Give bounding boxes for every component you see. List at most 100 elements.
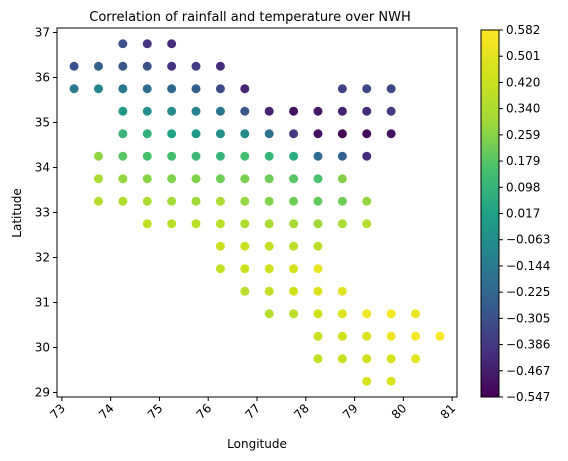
x-axis-label: Longitude: [227, 437, 287, 451]
data-point: [118, 129, 128, 139]
data-point: [313, 309, 323, 319]
data-point: [69, 84, 79, 94]
data-point: [240, 264, 250, 274]
colorbar-tick-label: 0.259: [506, 128, 540, 142]
data-point: [142, 196, 152, 206]
data-point: [289, 106, 299, 116]
data-point: [191, 219, 201, 229]
data-point: [313, 106, 323, 116]
plot-area-frame: [56, 27, 458, 398]
data-point: [289, 196, 299, 206]
data-point: [191, 84, 201, 94]
data-point: [167, 39, 177, 49]
data-point: [118, 106, 128, 116]
data-point: [118, 84, 128, 94]
data-point: [313, 331, 323, 341]
data-point: [142, 106, 152, 116]
data-point: [289, 241, 299, 251]
y-tick-label: 35: [35, 116, 50, 130]
data-point: [264, 151, 274, 161]
data-point: [167, 84, 177, 94]
colorbar-tick-label: −0.063: [506, 233, 550, 247]
y-axis-label: Latitude: [10, 188, 24, 237]
data-point: [386, 376, 396, 386]
data-point: [362, 151, 372, 161]
colorbar-ticks: 0.582 0.501 0.420 0.340 0.259 0.179 0.098 0.017…: [499, 23, 550, 404]
x-tick-label: 78: [291, 401, 312, 422]
data-point: [191, 174, 201, 184]
data-point: [167, 61, 177, 71]
data-point: [337, 354, 347, 364]
colorbar-tick-label: 0.501: [506, 49, 540, 63]
x-tick-label: 75: [145, 401, 166, 422]
data-point: [240, 196, 250, 206]
data-point: [337, 286, 347, 296]
data-point: [142, 84, 152, 94]
scatter-points: [69, 39, 445, 386]
data-point: [215, 219, 225, 229]
data-point: [337, 174, 347, 184]
data-point: [93, 196, 103, 206]
data-point: [411, 309, 421, 319]
data-point: [118, 196, 128, 206]
data-point: [93, 84, 103, 94]
data-point: [118, 39, 128, 49]
data-point: [362, 129, 372, 139]
data-point: [93, 61, 103, 71]
data-point: [118, 61, 128, 71]
colorbar-tick-label: 0.179: [506, 154, 540, 168]
x-tick-label: 81: [438, 401, 459, 422]
data-point: [215, 264, 225, 274]
x-tick-label: 74: [96, 401, 117, 422]
data-point: [313, 286, 323, 296]
data-point: [215, 129, 225, 139]
colorbar-tick-label: 0.582: [506, 23, 540, 37]
data-point: [191, 61, 201, 71]
data-point: [386, 129, 396, 139]
data-point: [264, 129, 274, 139]
colorbar-tick-label: −0.467: [506, 364, 550, 378]
chart-title: Correlation of rainfall and temperature …: [89, 10, 410, 25]
data-point: [215, 84, 225, 94]
x-tick-label: 77: [242, 401, 263, 422]
data-point: [337, 309, 347, 319]
data-point: [264, 219, 274, 229]
data-point: [240, 241, 250, 251]
data-point: [289, 174, 299, 184]
data-point: [118, 151, 128, 161]
data-point: [337, 151, 347, 161]
colorbar-tick-label: 0.017: [506, 207, 540, 221]
data-point: [191, 196, 201, 206]
colorbar: [480, 29, 500, 398]
data-point: [313, 151, 323, 161]
data-point: [118, 174, 128, 184]
data-point: [167, 174, 177, 184]
data-point: [240, 219, 250, 229]
data-point: [215, 196, 225, 206]
data-point: [191, 151, 201, 161]
data-point: [337, 219, 347, 229]
colorbar-tick-label: −0.305: [506, 311, 550, 325]
data-point: [362, 84, 372, 94]
colorbar-tick-label: 0.340: [506, 102, 540, 116]
data-point: [167, 219, 177, 229]
data-point: [167, 151, 177, 161]
x-tick-label: 80: [389, 401, 410, 422]
data-point: [337, 106, 347, 116]
data-point: [167, 196, 177, 206]
data-point: [289, 129, 299, 139]
data-point: [240, 151, 250, 161]
data-point: [240, 106, 250, 116]
data-point: [264, 264, 274, 274]
data-point: [264, 106, 274, 116]
data-point: [93, 174, 103, 184]
colorbar-tick-label: −0.547: [506, 390, 550, 404]
y-tick-label: 31: [35, 296, 50, 310]
data-point: [337, 331, 347, 341]
y-tick-label: 36: [35, 71, 50, 85]
data-point: [215, 241, 225, 251]
data-point: [142, 174, 152, 184]
data-point: [167, 106, 177, 116]
colorbar-tick-label: 0.098: [506, 180, 540, 194]
data-point: [386, 309, 396, 319]
